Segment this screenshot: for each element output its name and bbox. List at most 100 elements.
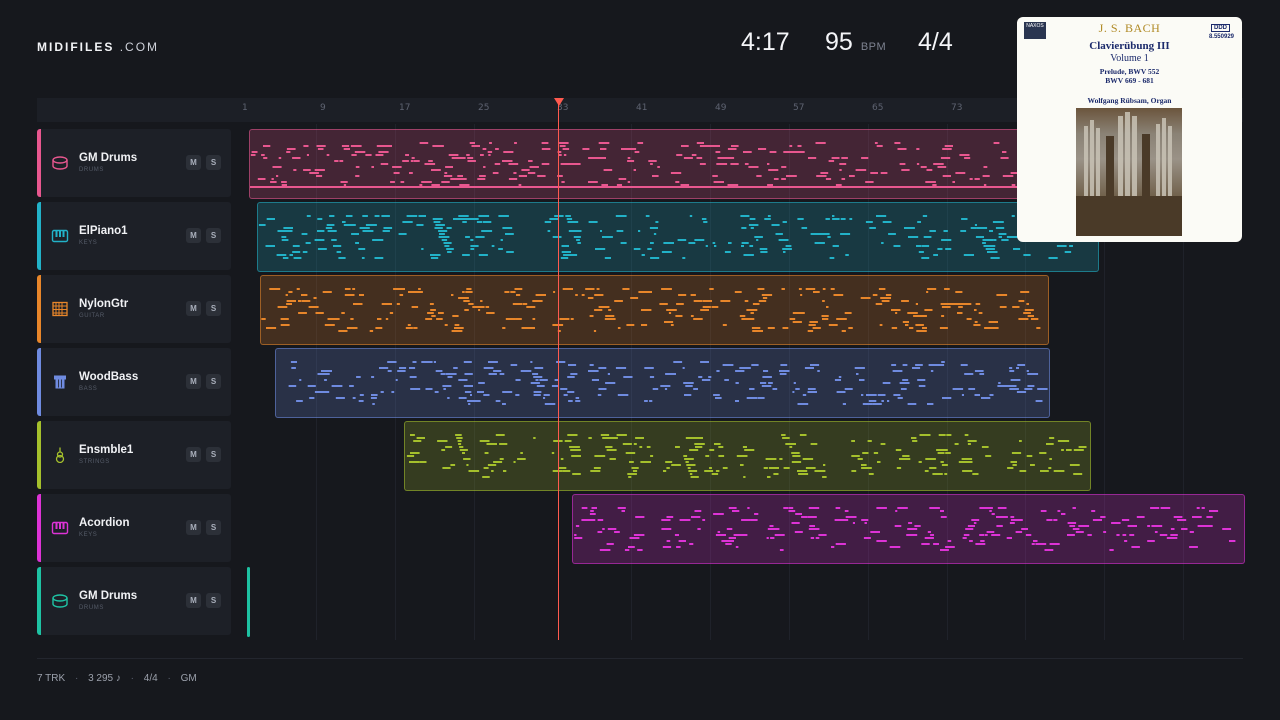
note	[622, 288, 630, 290]
note	[1036, 327, 1041, 329]
note	[722, 324, 727, 326]
clip-acordion[interactable]	[572, 494, 1245, 564]
note	[695, 446, 703, 448]
note	[1019, 470, 1027, 472]
track-header-gm-drums-2[interactable]: GM Drums DRUMS M S	[37, 567, 231, 635]
note	[371, 166, 374, 168]
note	[1010, 172, 1020, 174]
note	[514, 288, 523, 290]
note	[543, 394, 550, 396]
note	[251, 151, 258, 153]
mute-button[interactable]: M	[186, 447, 201, 462]
note	[1170, 528, 1175, 530]
note	[1044, 549, 1054, 551]
note	[675, 446, 680, 448]
note	[941, 315, 945, 317]
note	[781, 434, 786, 436]
solo-button[interactable]: S	[206, 301, 221, 316]
note	[932, 473, 943, 475]
note	[627, 157, 631, 159]
note	[922, 215, 928, 217]
clip-gm-drums-2[interactable]	[247, 567, 250, 637]
note	[814, 242, 825, 244]
note	[413, 327, 418, 329]
note	[993, 239, 997, 241]
track-name: Acordion	[79, 517, 130, 529]
solo-button[interactable]: S	[206, 228, 221, 243]
track-header-gm-drums[interactable]: GM Drums DRUMS M S	[37, 129, 231, 197]
solo-button[interactable]: S	[206, 520, 221, 535]
clip-gm-drums[interactable]	[249, 129, 1051, 199]
note	[468, 470, 480, 472]
note	[581, 294, 585, 296]
note	[650, 455, 654, 457]
note	[681, 145, 689, 147]
note	[955, 172, 966, 174]
mute-button[interactable]: M	[186, 374, 201, 389]
note	[744, 318, 755, 320]
playhead[interactable]	[558, 98, 559, 640]
note	[277, 306, 288, 308]
note	[746, 309, 758, 311]
note	[757, 397, 765, 399]
note	[990, 257, 1000, 259]
brand-logo[interactable]: MIDIFILES .COM	[37, 40, 159, 54]
note	[573, 236, 581, 238]
track-header-elpiano1[interactable]: ElPiano1 KEYS M S	[37, 202, 231, 270]
mute-button[interactable]: M	[186, 301, 201, 316]
note	[842, 403, 846, 405]
note	[585, 288, 595, 290]
mute-button[interactable]: M	[186, 228, 201, 243]
note	[478, 306, 485, 308]
note	[533, 391, 542, 393]
note	[747, 507, 750, 509]
solo-button[interactable]: S	[206, 593, 221, 608]
note	[444, 245, 450, 247]
clip-ensmble1[interactable]	[404, 421, 1091, 491]
clip-elpiano1[interactable]	[257, 202, 1099, 272]
note	[374, 215, 380, 217]
note	[470, 400, 481, 402]
solo-button[interactable]: S	[206, 374, 221, 389]
note	[355, 166, 360, 168]
clip-woodbass[interactable]	[275, 348, 1050, 418]
track-category: KEYS	[79, 532, 98, 538]
note	[657, 166, 660, 168]
note	[418, 288, 421, 290]
playhead-handle[interactable]	[554, 98, 564, 106]
note	[999, 306, 1007, 308]
note	[973, 324, 981, 326]
note	[959, 154, 970, 156]
note	[290, 361, 297, 363]
note	[326, 154, 330, 156]
note	[758, 148, 767, 150]
note	[600, 148, 607, 150]
track-header-acordion[interactable]: Acordion KEYS M S	[37, 494, 231, 562]
note	[499, 458, 504, 460]
note	[856, 373, 859, 375]
note	[964, 373, 974, 375]
track-header-ensmble1[interactable]: Ensmble1 STRINGS M S	[37, 421, 231, 489]
note	[975, 543, 986, 545]
note	[263, 145, 271, 147]
note	[725, 543, 732, 545]
note	[900, 148, 906, 150]
note	[1009, 367, 1013, 369]
note	[298, 300, 302, 302]
note	[638, 291, 650, 293]
clip-nylongtr[interactable]	[260, 275, 1049, 345]
mute-button[interactable]: M	[186, 520, 201, 535]
note	[445, 373, 457, 375]
note	[715, 534, 723, 536]
note	[736, 455, 742, 457]
solo-button[interactable]: S	[206, 155, 221, 170]
track-header-nylongtr[interactable]: NylonGtr GUITAR M S	[37, 275, 231, 343]
mute-button[interactable]: M	[186, 593, 201, 608]
note	[897, 507, 908, 509]
mute-button[interactable]: M	[186, 155, 201, 170]
note	[1030, 464, 1035, 466]
solo-button[interactable]: S	[206, 447, 221, 462]
note	[680, 184, 690, 186]
track-header-woodbass[interactable]: WoodBass BASS M S	[37, 348, 231, 416]
note	[639, 446, 643, 448]
